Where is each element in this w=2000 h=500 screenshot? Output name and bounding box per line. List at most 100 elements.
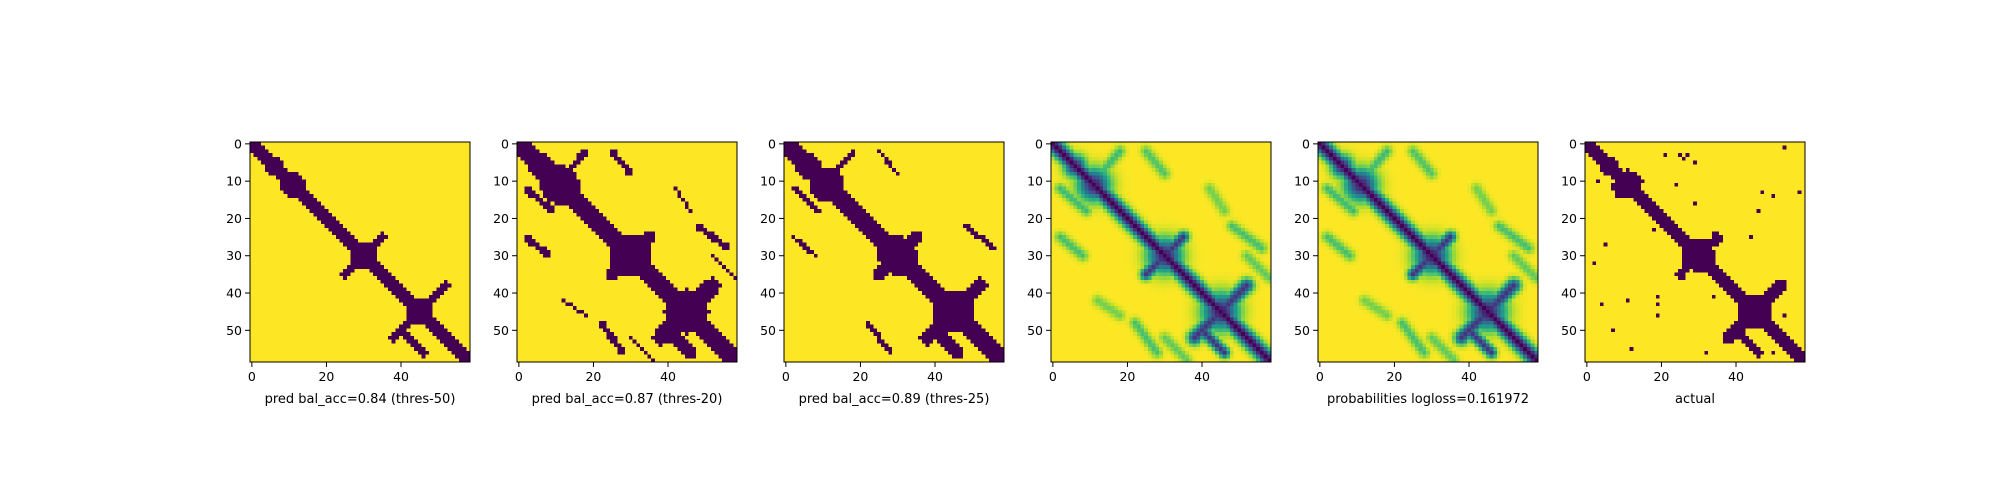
heatmap-cell — [458, 324, 463, 329]
heatmap-cell — [287, 168, 292, 173]
heatmap-cell — [313, 179, 318, 184]
heatmap-cell — [305, 298, 310, 303]
heatmap-cell — [432, 209, 437, 214]
heatmap-cell — [572, 201, 577, 206]
heatmap-cell — [320, 332, 325, 337]
heatmap-cell — [253, 350, 258, 355]
heatmap-cell — [636, 209, 641, 214]
heatmap-cell — [662, 197, 667, 202]
heatmap-cell — [320, 250, 325, 255]
heatmap-cell — [421, 350, 426, 355]
heatmap-cell — [361, 227, 366, 232]
heatmap-cell — [610, 212, 615, 217]
heatmap-cell — [276, 313, 281, 318]
heatmap-cell — [261, 265, 266, 270]
heatmap-cell — [414, 227, 419, 232]
heatmap-cell — [561, 224, 566, 229]
heatmap-cell — [546, 145, 551, 150]
heatmap-cell — [440, 145, 445, 150]
heatmap-cell — [283, 276, 288, 281]
heatmap-cell — [617, 220, 622, 225]
heatmap-cell — [410, 294, 415, 299]
heatmap-cell — [636, 212, 641, 217]
heatmap-cell — [317, 298, 322, 303]
heatmap-cell — [591, 171, 596, 176]
heatmap-cell — [261, 190, 266, 195]
heatmap-cell — [354, 339, 359, 344]
heatmap-cell — [279, 313, 284, 318]
heatmap-cell — [692, 209, 697, 214]
heatmap-cell — [332, 265, 337, 270]
heatmap-cell — [651, 156, 656, 161]
heatmap-cell — [332, 149, 337, 154]
heatmap-cell — [632, 153, 637, 158]
heatmap-cell — [617, 201, 622, 206]
heatmap-cell — [298, 358, 303, 363]
heatmap-cell — [380, 153, 385, 158]
heatmap-cell — [335, 164, 340, 169]
heatmap-cell — [402, 313, 407, 318]
heatmap-cell — [440, 246, 445, 251]
heatmap-cell — [425, 324, 430, 329]
heatmap-cell — [602, 212, 607, 217]
heatmap-cell — [373, 309, 378, 314]
heatmap-cell — [432, 265, 437, 270]
heatmap-cell — [410, 272, 415, 277]
heatmap-cell — [451, 332, 456, 337]
heatmap-cell — [733, 227, 738, 232]
heatmap-cell — [291, 220, 295, 225]
heatmap-cell — [253, 313, 258, 318]
heatmap-cell — [257, 287, 262, 292]
heatmap-cell — [636, 216, 641, 221]
heatmap-cell — [520, 190, 525, 195]
heatmap-cell — [569, 175, 574, 180]
heatmap-cell — [354, 197, 359, 202]
heatmap-cell — [358, 168, 363, 173]
heatmap-cell — [428, 194, 433, 199]
heatmap-cell — [565, 216, 570, 221]
heatmap-cell — [421, 332, 426, 337]
heatmap-cell — [440, 257, 445, 262]
heatmap-cell — [343, 294, 348, 299]
heatmap-cell — [606, 175, 611, 180]
heatmap-cell — [294, 216, 299, 221]
heatmap-cell — [264, 164, 269, 169]
heatmap-cell — [643, 205, 648, 210]
heatmap-cell — [387, 186, 392, 191]
heatmap-cell — [714, 201, 719, 206]
heatmap-cell — [335, 209, 340, 214]
heatmap-cell — [376, 168, 381, 173]
heatmap-cell — [261, 212, 266, 217]
heatmap-cell — [354, 343, 359, 348]
heatmap-cell — [354, 250, 359, 255]
heatmap-cell — [406, 261, 411, 266]
heatmap-cell — [354, 156, 359, 161]
heatmap-cell — [666, 224, 671, 229]
heatmap-cell — [346, 212, 351, 217]
heatmap-cell — [276, 309, 281, 314]
heatmap-cell — [350, 186, 355, 191]
heatmap-cell — [466, 309, 471, 314]
heatmap-cell — [451, 313, 456, 318]
heatmap-cell — [332, 179, 337, 184]
heatmap-cell — [714, 224, 719, 229]
heatmap-cell — [320, 291, 325, 296]
heatmap-cell — [606, 190, 611, 195]
heatmap-cell — [722, 156, 727, 161]
heatmap-cell — [417, 309, 422, 314]
heatmap-cell — [291, 171, 295, 176]
heatmap-cell — [466, 306, 471, 311]
heatmap-cell — [681, 231, 686, 236]
heatmap-cell — [291, 164, 295, 169]
heatmap-cell — [298, 291, 303, 296]
heatmap-cell — [669, 201, 674, 206]
heatmap-cell — [565, 164, 570, 169]
heatmap-cell — [421, 302, 426, 307]
heatmap-cell — [264, 227, 269, 232]
heatmap-cell — [253, 328, 258, 333]
heatmap-cell — [272, 265, 277, 270]
heatmap-cell — [268, 179, 273, 184]
heatmap-cell — [402, 287, 407, 292]
heatmap-cell — [406, 313, 411, 318]
heatmap-cell — [458, 265, 463, 270]
